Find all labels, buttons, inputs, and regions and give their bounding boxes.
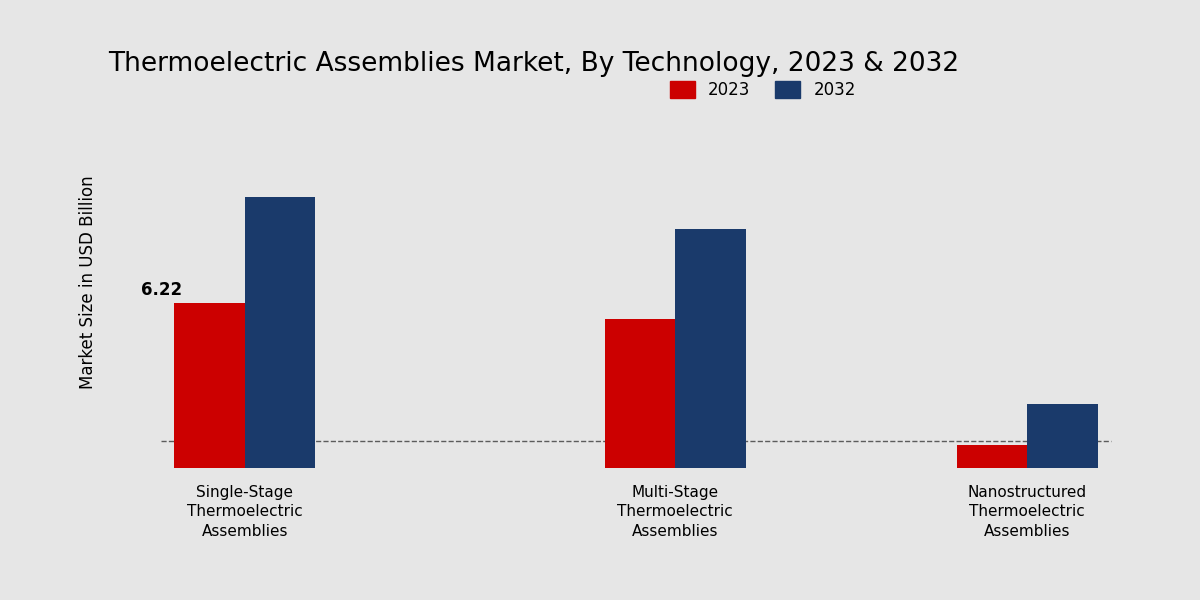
- Bar: [245, 197, 316, 468]
- Text: 6.22: 6.22: [142, 281, 182, 299]
- Y-axis label: Market Size in USD Billion: Market Size in USD Billion: [79, 175, 97, 389]
- Bar: [1027, 404, 1098, 468]
- Text: Thermoelectric Assemblies Market, By Technology, 2023 & 2032: Thermoelectric Assemblies Market, By Tec…: [108, 51, 959, 77]
- Legend: 2023, 2032: 2023, 2032: [662, 74, 863, 106]
- Bar: [174, 303, 245, 468]
- Bar: [956, 445, 1027, 468]
- Bar: [605, 319, 676, 468]
- Bar: [676, 229, 745, 468]
